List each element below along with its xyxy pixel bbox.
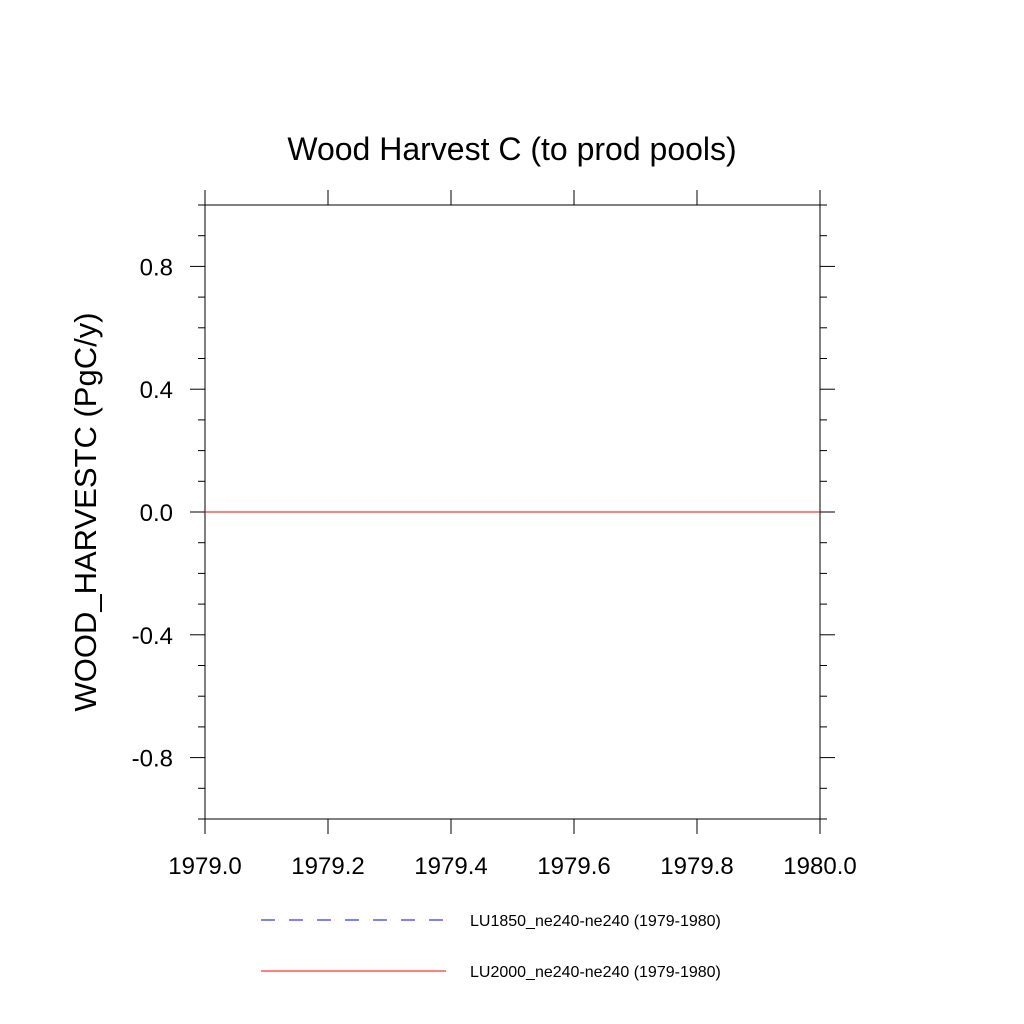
y-axis-label-group: WOOD_HARVESTC (PgC/y) bbox=[68, 312, 103, 711]
legend: LU1850_ne240-ne240 (1979-1980) LU2000_ne2… bbox=[261, 913, 721, 981]
axis-ticks bbox=[190, 190, 835, 834]
x-tick-label: 1979.4 bbox=[414, 853, 487, 880]
chart-title: Wood Harvest C (to prod pools) bbox=[287, 131, 736, 167]
legend-label-1: LU2000_ne240-ne240 (1979-1980) bbox=[470, 964, 721, 981]
y-tick-label: 0.4 bbox=[140, 377, 173, 404]
x-tick-label: 1980.0 bbox=[783, 853, 856, 880]
x-tick-label: 1979.8 bbox=[660, 853, 733, 880]
y-tick-label: -0.8 bbox=[132, 746, 173, 773]
y-tick-label: 0.8 bbox=[140, 254, 173, 281]
axis-tick-labels: 1979.0 1979.2 1979.4 1979.6 1979.8 1980.0 -0.8… bbox=[132, 254, 857, 880]
x-tick-label: 1979.0 bbox=[168, 853, 241, 880]
legend-label-0: LU1850_ne240-ne240 (1979-1980) bbox=[470, 913, 721, 930]
x-tick-label: 1979.6 bbox=[537, 853, 610, 880]
y-tick-label: -0.4 bbox=[132, 623, 173, 650]
x-tick-label: 1979.2 bbox=[291, 853, 364, 880]
y-axis-label: WOOD_HARVESTC (PgC/y) bbox=[68, 312, 103, 711]
y-tick-label: 0.0 bbox=[140, 500, 173, 527]
